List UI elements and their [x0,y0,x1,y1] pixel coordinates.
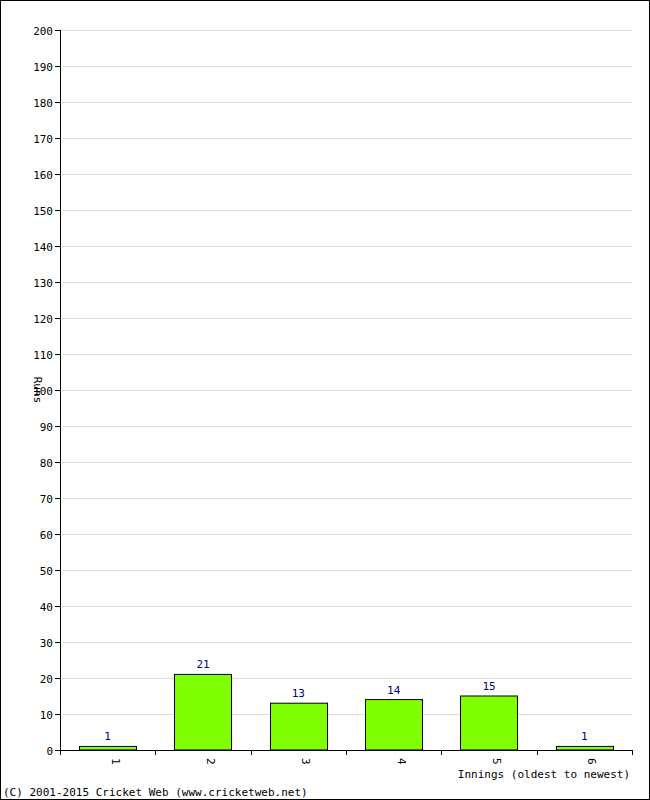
grid-line [60,426,632,427]
grid-line [60,210,632,211]
x-axis-label: Innings (oldest to newest) [458,768,630,781]
y-tick-label: 40 [40,601,53,614]
x-tick-label: 5 [490,758,503,765]
x-tick [537,750,538,755]
grid-line [60,570,632,571]
y-tick [55,678,60,679]
data-label: 15 [482,680,495,693]
grid-line [60,606,632,607]
grid-line [60,714,632,715]
y-tick-label: 180 [33,97,53,110]
y-tick [55,570,60,571]
y-tick-label: 140 [33,241,53,254]
x-tick-label: 4 [395,758,408,765]
x-tick-label: 2 [204,758,217,765]
y-tick-label: 20 [40,673,53,686]
y-tick [55,606,60,607]
bar [366,700,423,750]
data-label: 14 [387,684,401,697]
y-tick [55,246,60,247]
grid-line [60,66,632,67]
grid-line [60,390,632,391]
y-tick-label: 200 [33,25,53,38]
y-tick [55,714,60,715]
y-tick-label: 60 [40,529,53,542]
grid-line [60,102,632,103]
grid-line [60,318,632,319]
y-tick-label: 190 [33,61,53,74]
x-tick-label: 6 [585,758,598,765]
grid-line [60,246,632,247]
y-tick-label: 70 [40,493,53,506]
x-tick [155,750,156,755]
x-tick [346,750,347,755]
y-axis [60,30,61,750]
y-tick [55,642,60,643]
y-axis-label: Runs [31,377,44,404]
y-tick-label: 130 [33,277,53,290]
y-tick-label: 170 [33,133,53,146]
y-tick [55,102,60,103]
y-tick [55,318,60,319]
data-label: 1 [581,730,588,743]
y-tick [55,426,60,427]
y-tick-label: 30 [40,637,53,650]
y-tick-label: 10 [40,709,53,722]
grid-line [60,30,632,31]
grid-line [60,678,632,679]
data-label: 1 [104,730,111,743]
bar [175,674,232,750]
y-tick [55,354,60,355]
footer: (C) 2001-2015 Cricket Web (www.cricketwe… [3,786,308,799]
y-tick [55,174,60,175]
grid-line [60,498,632,499]
grid-line [60,138,632,139]
y-tick-label: 90 [40,421,53,434]
y-tick-label: 120 [33,313,53,326]
background [1,1,650,800]
grid-line [60,462,632,463]
y-tick-label: 80 [40,457,53,470]
y-tick [55,534,60,535]
grid-line [60,534,632,535]
y-tick [55,66,60,67]
bar [271,703,328,750]
x-tick [441,750,442,755]
y-tick [55,462,60,463]
grid-line [60,282,632,283]
bar [557,746,614,750]
y-tick-label: 160 [33,169,53,182]
bar [80,746,137,750]
grid-line [60,354,632,355]
y-tick [55,210,60,211]
x-tick [251,750,252,755]
y-tick [55,282,60,283]
chart: 0102030405060708090100110120130140150160… [0,0,650,800]
y-tick-label: 50 [40,565,53,578]
y-tick-label: 150 [33,205,53,218]
x-tick [632,750,633,755]
x-tick [60,750,61,755]
bars [80,674,614,750]
grid-line [60,642,632,643]
y-tick [55,750,60,751]
grid-line [60,174,632,175]
data-label: 21 [196,658,209,671]
y-tick-label: 0 [46,745,53,758]
data-label: 13 [292,687,305,700]
x-tick-label: 1 [109,758,122,765]
y-tick [55,390,60,391]
y-tick-label: 110 [33,349,53,362]
x-tick-label: 3 [299,758,312,765]
y-tick [55,30,60,31]
y-tick [55,498,60,499]
y-tick [55,138,60,139]
bar [461,696,518,750]
